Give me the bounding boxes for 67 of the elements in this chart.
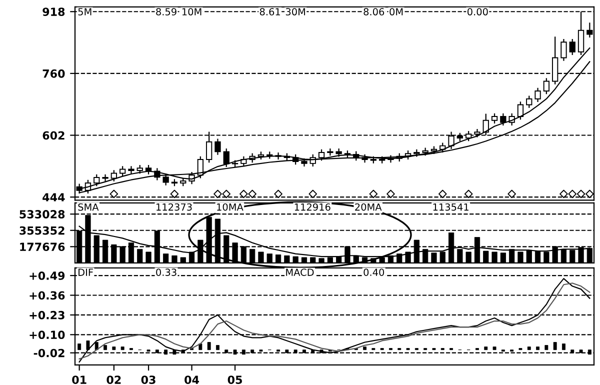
candlestick — [569, 38, 576, 56]
y-tick-label: +0.49 — [30, 272, 65, 280]
bar — [86, 340, 90, 350]
x-tick-label: 03 — [141, 376, 156, 384]
y-tick-label: 444 — [42, 193, 65, 202]
bar — [492, 346, 496, 350]
bar — [104, 345, 107, 350]
candlestick — [102, 174, 108, 182]
annotation: 8.06 — [364, 8, 384, 16]
annotation: 0.40 — [364, 268, 384, 276]
x-tick-label: 01 — [72, 376, 86, 384]
candlestick — [162, 173, 169, 186]
candlestick — [94, 174, 100, 187]
bar — [484, 346, 488, 350]
bar — [536, 346, 540, 350]
x-tick-label: 05 — [228, 376, 242, 384]
y-tick-label: 177676 — [20, 242, 65, 252]
candlestick — [526, 95, 532, 108]
bar — [216, 345, 220, 350]
y-tick-label: 602 — [42, 131, 64, 140]
annotation: 10M — [182, 8, 202, 16]
x-tick-label: 02 — [106, 376, 121, 384]
annotation: 8.61 — [260, 8, 280, 16]
y-tick-label: 760 — [42, 69, 65, 78]
annotation: SMA — [78, 203, 99, 211]
bar — [120, 346, 124, 350]
candlestick — [517, 101, 524, 120]
annotation: 112916 — [294, 203, 330, 211]
annotation: 0.00 — [467, 8, 488, 16]
y-tick-label: +0.23 — [30, 310, 64, 320]
bar — [78, 344, 82, 350]
annotation: 0M — [390, 8, 403, 16]
y-tick-label: +0.36 — [30, 291, 65, 300]
annotation: 8.59 — [156, 8, 176, 16]
bar — [112, 346, 116, 350]
candlestick — [560, 38, 567, 62]
bar — [544, 345, 548, 350]
candlestick — [318, 148, 325, 162]
bar — [363, 346, 366, 350]
bar — [553, 342, 557, 350]
annotation: 5M — [78, 8, 92, 16]
candlestick — [534, 87, 541, 103]
bar — [207, 342, 211, 350]
candlestick — [214, 138, 221, 156]
annotation: MACD — [286, 268, 314, 276]
annotation: 113541 — [433, 203, 468, 211]
y-tick-label: -0.02 — [34, 348, 64, 358]
candlestick — [500, 112, 506, 126]
candlestick — [491, 112, 498, 124]
candlestick — [223, 148, 230, 168]
candlestick — [128, 166, 134, 174]
x-tick-label: 04 — [184, 376, 199, 384]
annotation: DIF — [78, 268, 93, 276]
annotation: 0.33 — [156, 268, 176, 276]
candlestick — [110, 170, 118, 182]
candlestick — [119, 166, 126, 177]
annotation: 30M — [286, 8, 306, 16]
y-tick-label: 533028 — [20, 210, 65, 218]
annotation: 10MA — [217, 203, 244, 211]
candlestick — [543, 78, 550, 95]
annotation: 20MA — [355, 203, 382, 211]
bar — [562, 344, 566, 350]
annotation: 112373 — [156, 203, 192, 211]
y-tick-label: 355352 — [20, 226, 64, 235]
y-tick-label: 918 — [42, 8, 65, 16]
y-tick-label: +0.10 — [30, 330, 65, 340]
bar — [527, 346, 531, 350]
